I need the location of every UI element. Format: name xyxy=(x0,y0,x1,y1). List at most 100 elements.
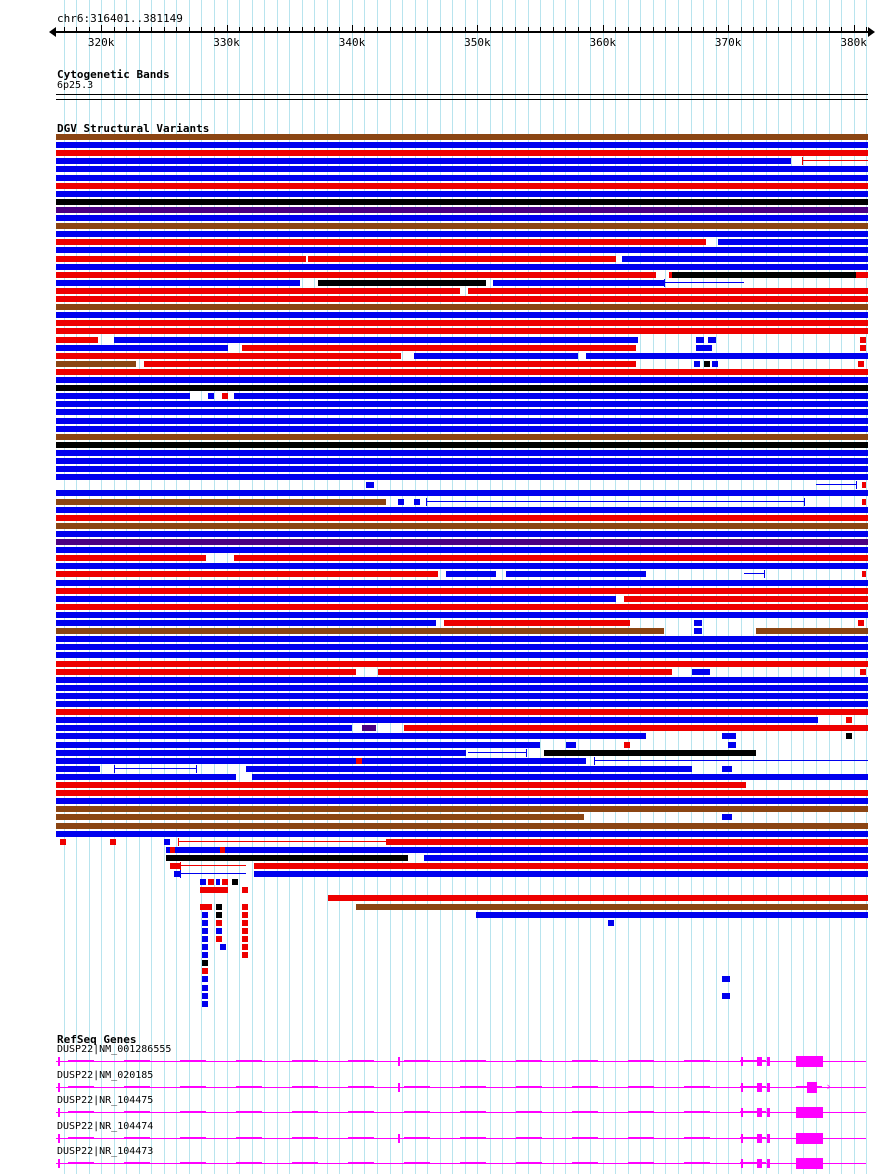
variant-segment[interactable] xyxy=(718,239,868,246)
variant-row[interactable] xyxy=(0,148,890,158)
variant-segment[interactable] xyxy=(694,360,700,367)
gene-terminal-exon[interactable] xyxy=(807,1081,818,1093)
variant-row[interactable] xyxy=(0,254,890,264)
variant-segment[interactable] xyxy=(56,709,868,716)
variant-segment[interactable] xyxy=(56,336,98,343)
variant-row[interactable] xyxy=(0,594,890,604)
variant-segment[interactable] xyxy=(242,952,248,959)
variant-row[interactable] xyxy=(0,991,890,1001)
gene-exon-tick[interactable] xyxy=(740,1057,743,1066)
variant-segment[interactable] xyxy=(234,555,868,562)
variant-row[interactable] xyxy=(0,488,890,498)
variant-segment[interactable] xyxy=(414,352,578,359)
variant-row[interactable] xyxy=(0,480,890,490)
variant-segment[interactable] xyxy=(56,231,868,238)
variant-segment[interactable] xyxy=(56,587,868,594)
variant-row[interactable] xyxy=(0,845,890,855)
variant-segment[interactable] xyxy=(56,668,356,675)
variant-segment[interactable] xyxy=(468,287,868,294)
gene-exon[interactable] xyxy=(767,1108,771,1117)
variant-segment[interactable] xyxy=(216,935,222,942)
variant-segment[interactable] xyxy=(56,328,868,335)
variant-segment[interactable] xyxy=(566,741,576,748)
variant-row[interactable] xyxy=(0,343,890,353)
variant-row[interactable] xyxy=(0,578,890,588)
gene-model[interactable]: DUSP22|NR_104475 xyxy=(0,1095,890,1121)
variant-segment[interactable] xyxy=(202,968,208,975)
variant-row[interactable] xyxy=(0,675,890,685)
variant-segment[interactable] xyxy=(208,879,214,886)
variant-segment[interactable] xyxy=(704,360,710,367)
variant-row[interactable] xyxy=(0,691,890,701)
variant-row[interactable] xyxy=(0,626,890,636)
variant-row[interactable] xyxy=(0,513,890,523)
variant-row[interactable] xyxy=(0,537,890,547)
variant-row[interactable] xyxy=(0,877,890,887)
variant-segment[interactable] xyxy=(56,417,868,424)
variant-segment[interactable] xyxy=(56,814,584,821)
gene-terminal-exon[interactable] xyxy=(795,1132,824,1144)
variant-segment[interactable] xyxy=(56,782,746,788)
variant-row[interactable] xyxy=(0,602,890,612)
variant-row[interactable] xyxy=(0,667,890,677)
variant-segment[interactable] xyxy=(114,336,638,343)
variant-segment[interactable] xyxy=(56,579,868,586)
variant-row[interactable] xyxy=(0,432,890,442)
variant-segment[interactable] xyxy=(202,927,208,934)
variant-tick[interactable] xyxy=(170,846,175,853)
variant-row[interactable] xyxy=(0,464,890,474)
variant-segment[interactable] xyxy=(56,263,868,270)
variant-segment[interactable] xyxy=(56,320,868,327)
variant-row[interactable] xyxy=(0,586,890,596)
variant-segment[interactable] xyxy=(56,798,868,805)
variant-segment[interactable] xyxy=(56,571,438,578)
variant-segment[interactable] xyxy=(56,684,868,691)
gene-exon[interactable] xyxy=(757,1082,763,1092)
variant-segment[interactable] xyxy=(56,749,466,756)
variant-row[interactable] xyxy=(0,918,890,928)
variant-segment[interactable] xyxy=(493,279,664,286)
variant-segment[interactable] xyxy=(722,733,736,740)
variant-segment[interactable] xyxy=(728,741,736,748)
variant-segment[interactable] xyxy=(56,279,300,286)
variant-row[interactable] xyxy=(0,440,890,450)
variant-segment[interactable] xyxy=(56,239,706,246)
variant-row[interactable] xyxy=(0,861,890,871)
variant-row[interactable] xyxy=(0,286,890,296)
variant-segment[interactable] xyxy=(56,150,868,157)
variant-segment[interactable] xyxy=(362,725,376,732)
variant-segment[interactable] xyxy=(174,871,180,878)
variant-segment[interactable] xyxy=(242,935,248,942)
variant-row[interactable] xyxy=(0,650,890,660)
variant-segment[interactable] xyxy=(56,611,868,618)
gene-model[interactable]: DUSP22|NR_104473 xyxy=(0,1146,890,1172)
variant-segment[interactable] xyxy=(56,555,206,562)
variant-segment[interactable] xyxy=(858,620,864,626)
variant-segment[interactable] xyxy=(56,563,868,570)
variant-segment[interactable] xyxy=(56,717,818,724)
variant-row[interactable] xyxy=(0,699,890,709)
variant-segment[interactable] xyxy=(694,628,702,635)
variant-segment[interactable] xyxy=(216,919,222,926)
variant-segment[interactable] xyxy=(56,806,868,813)
variant-row[interactable] xyxy=(0,416,890,426)
variant-segment[interactable] xyxy=(166,846,868,853)
variant-row[interactable] xyxy=(0,893,890,903)
variant-segment[interactable] xyxy=(144,360,636,367)
variant-segment[interactable] xyxy=(56,393,190,400)
variant-segment[interactable] xyxy=(216,911,222,918)
variant-row[interactable] xyxy=(0,723,890,733)
variant-segment[interactable] xyxy=(56,498,386,505)
variant-segment[interactable] xyxy=(846,717,852,724)
dgv-variant-track[interactable] xyxy=(0,132,890,1027)
variant-segment[interactable] xyxy=(56,547,868,554)
variant-segment[interactable] xyxy=(414,498,420,505)
variant-row[interactable] xyxy=(0,910,890,920)
variant-row[interactable] xyxy=(0,772,890,782)
variant-row[interactable] xyxy=(0,999,890,1009)
refseq-gene-track[interactable]: DUSP22|NM_001286555 DUSP22|NM_020185 › DUSP… xyxy=(0,1044,890,1174)
variant-segment[interactable] xyxy=(56,425,868,432)
variant-segment[interactable] xyxy=(110,838,116,845)
variant-row[interactable] xyxy=(0,326,890,336)
variant-segment[interactable] xyxy=(722,814,732,821)
